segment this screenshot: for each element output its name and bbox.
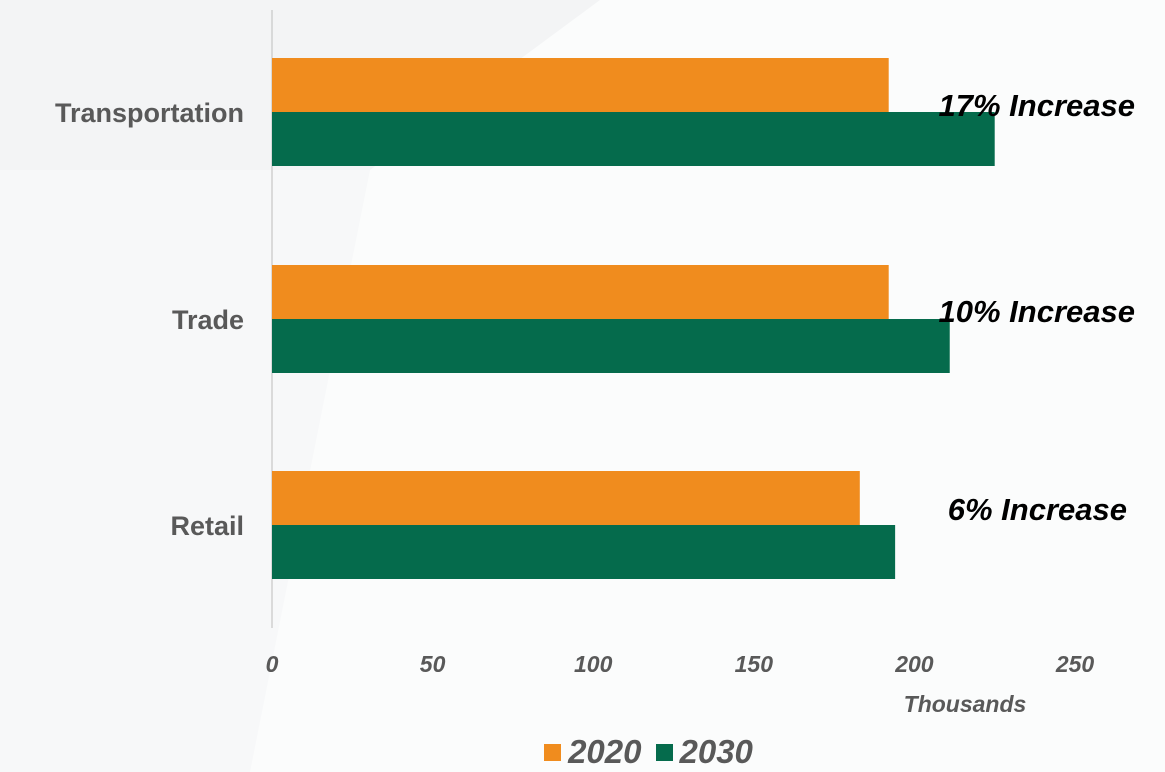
x-tick-labels: 0 50 100 150 200 250: [266, 651, 1095, 677]
bar-transportation-2020: [272, 58, 889, 112]
x-tick-label-250: 250: [1055, 651, 1095, 677]
legend-item-2030: 2030: [655, 733, 753, 771]
bar-transportation-2030: [272, 112, 995, 166]
x-tick-label-50: 50: [420, 651, 446, 677]
x-tick-label-0: 0: [266, 651, 279, 677]
x-unit-label: Thousands: [904, 691, 1027, 717]
bar-trade-2020: [272, 265, 889, 319]
category-label-retail: Retail: [170, 511, 244, 541]
legend-label-2030: 2030: [679, 733, 753, 770]
x-tick-label-150: 150: [735, 651, 774, 677]
x-tick-label-100: 100: [574, 651, 613, 677]
annotation-retail: 6% Increase: [948, 492, 1127, 527]
category-label-trade: Trade: [172, 305, 244, 335]
legend-swatch-2020: [544, 743, 562, 761]
legend-swatch-2030: [655, 743, 673, 761]
legend-item-2020: 2020: [544, 733, 642, 771]
bar-trade-2030: [272, 319, 950, 373]
legend: 2020 2030: [66, 733, 1165, 771]
bar-retail-2030: [272, 525, 896, 579]
category-labels: Transportation Trade Retail: [55, 98, 244, 541]
legend-label-2020: 2020: [568, 733, 642, 770]
category-label-transportation: Transportation: [55, 98, 244, 128]
annotations-group: 17% Increase 10% Increase 6% Increase: [939, 88, 1135, 527]
x-tick-label-200: 200: [894, 651, 934, 677]
bar-retail-2020: [272, 471, 860, 525]
annotation-transportation: 17% Increase: [939, 88, 1135, 123]
annotation-trade: 10% Increase: [939, 294, 1135, 329]
bars-group: [272, 58, 995, 579]
